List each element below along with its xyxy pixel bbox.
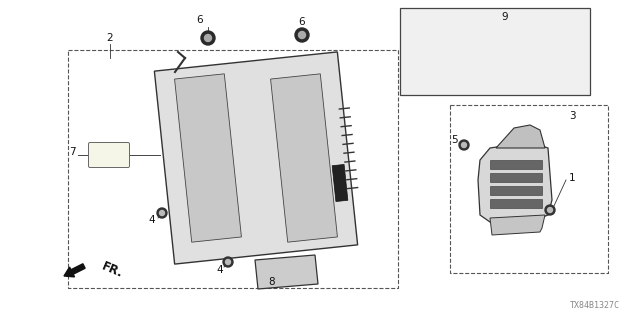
Circle shape <box>242 67 252 76</box>
Text: 7: 7 <box>68 147 76 157</box>
Polygon shape <box>255 255 318 289</box>
Polygon shape <box>490 215 545 235</box>
Circle shape <box>159 211 164 215</box>
FancyBboxPatch shape <box>88 142 129 167</box>
Text: 3: 3 <box>569 111 575 121</box>
Circle shape <box>201 31 215 45</box>
Polygon shape <box>175 74 241 242</box>
FancyArrow shape <box>64 264 85 277</box>
Circle shape <box>545 205 555 215</box>
Polygon shape <box>271 74 337 242</box>
Bar <box>490 199 542 208</box>
Polygon shape <box>478 142 552 222</box>
Circle shape <box>459 140 469 150</box>
Circle shape <box>322 58 335 72</box>
Circle shape <box>225 260 230 265</box>
Bar <box>490 186 542 195</box>
Text: TX84B1327C: TX84B1327C <box>570 301 620 310</box>
Bar <box>490 160 542 169</box>
Polygon shape <box>332 164 348 202</box>
Text: 2: 2 <box>107 33 113 43</box>
Polygon shape <box>154 52 358 264</box>
Text: 6: 6 <box>299 17 305 27</box>
Circle shape <box>159 75 173 89</box>
Text: 9: 9 <box>502 12 508 22</box>
Polygon shape <box>400 8 590 95</box>
Text: 1: 1 <box>569 173 575 183</box>
Circle shape <box>339 227 353 241</box>
Text: 6: 6 <box>196 15 204 25</box>
Circle shape <box>157 208 167 218</box>
Polygon shape <box>496 125 545 148</box>
Text: 8: 8 <box>269 277 275 287</box>
Circle shape <box>547 207 552 212</box>
Text: FR.: FR. <box>100 260 125 280</box>
Text: 5: 5 <box>452 135 458 145</box>
Circle shape <box>223 257 233 267</box>
Text: 4: 4 <box>148 215 156 225</box>
Text: 4: 4 <box>217 265 223 275</box>
Circle shape <box>177 244 190 258</box>
Bar <box>490 173 542 182</box>
Circle shape <box>205 35 211 42</box>
Circle shape <box>260 240 270 250</box>
Circle shape <box>461 142 467 148</box>
Circle shape <box>298 31 305 38</box>
Circle shape <box>295 28 309 42</box>
